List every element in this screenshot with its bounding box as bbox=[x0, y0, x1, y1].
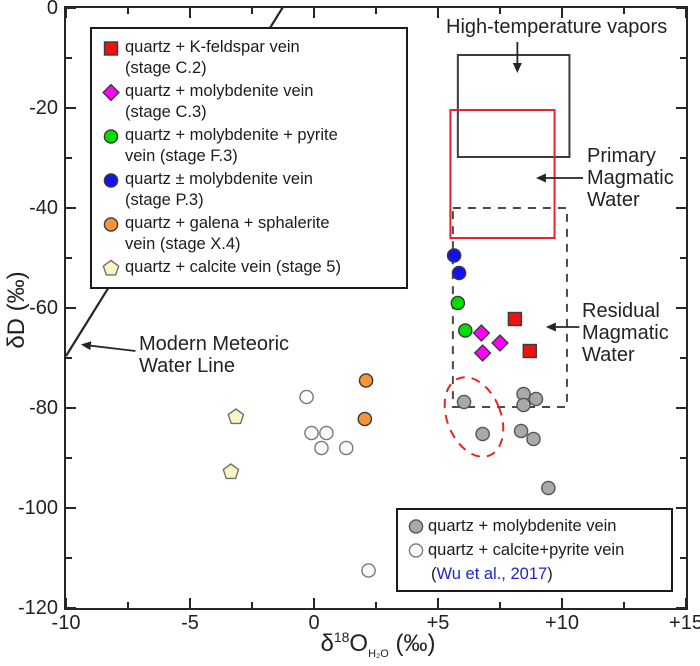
data-point bbox=[456, 394, 472, 410]
circle-marker-icon bbox=[408, 519, 424, 534]
data-point bbox=[361, 563, 376, 578]
legend-wu-2017: quartz + molybdenite vein quartz + calcit… bbox=[396, 508, 673, 592]
legend-item-label: quartz ± molybdenite vein (stage P.3) bbox=[125, 170, 313, 209]
legend-item-label: quartz + molybdenite vein bbox=[428, 517, 617, 535]
primary-magmatic-water-box bbox=[449, 109, 556, 239]
primary-arrow-head-icon bbox=[535, 173, 546, 183]
data-point bbox=[472, 324, 491, 342]
pentagon-marker-icon bbox=[102, 259, 120, 276]
y-tick-label: 0 bbox=[46, 0, 58, 19]
x-axis-title: δ18OH₂O (‰) bbox=[320, 629, 436, 660]
y-tick-label: -20 bbox=[29, 97, 58, 119]
legend-item: quartz + K-feldspar vein (stage C.2) bbox=[100, 37, 400, 79]
circle-marker-icon bbox=[408, 543, 424, 558]
data-point bbox=[357, 411, 373, 427]
x-tick-label: +5 bbox=[426, 612, 450, 634]
data-point bbox=[522, 343, 537, 359]
residual-magmatic-water-label: Residual Magmatic Water bbox=[582, 300, 669, 366]
data-point bbox=[528, 391, 544, 407]
meteoric-arrow bbox=[90, 344, 136, 352]
y-tick-label: -80 bbox=[29, 397, 58, 419]
square-marker-icon bbox=[103, 41, 119, 56]
diamond-marker-icon bbox=[102, 83, 120, 102]
y-tick-label: -100 bbox=[17, 497, 58, 519]
primary-magmatic-water-label: Primary Magmatic Water bbox=[587, 145, 674, 211]
legend-item-label: quartz + molybdenite + pyrite vein (stage… bbox=[125, 126, 338, 165]
x-tick-label: -10 bbox=[51, 612, 81, 634]
circle-marker-icon bbox=[103, 129, 119, 144]
meteoric-arrow-head-icon bbox=[80, 341, 92, 351]
data-point bbox=[450, 295, 466, 311]
data-point bbox=[451, 265, 467, 281]
citation-wu-2017: (Wu et al., 2017) bbox=[431, 565, 553, 583]
data-point bbox=[526, 431, 541, 447]
data-point bbox=[222, 463, 240, 480]
data-point bbox=[457, 323, 473, 338]
legend-item: quartz + molybdenite vein (stage C.3) bbox=[100, 81, 400, 123]
x-tick-label: -5 bbox=[181, 612, 199, 634]
highlight-ellipse bbox=[443, 376, 505, 458]
legend-item: quartz + molybdenite vein bbox=[405, 515, 665, 537]
legend-item: quartz + molybdenite + pyrite vein (stage… bbox=[100, 125, 400, 167]
residual-arrow-head-icon bbox=[545, 322, 556, 332]
legend-item-label: quartz + K-feldspar vein (stage C.2) bbox=[125, 38, 300, 77]
high-temperature-vapors-box bbox=[456, 54, 571, 158]
data-point bbox=[319, 425, 334, 441]
legend-item-label: quartz + calcite vein (stage 5) bbox=[125, 258, 341, 276]
legend-item-label: quartz + calcite+pyrite vein bbox=[428, 541, 625, 559]
data-point bbox=[475, 426, 490, 442]
data-point bbox=[446, 248, 462, 263]
legend-item: quartz + calcite+pyrite vein bbox=[405, 539, 665, 561]
data-point bbox=[314, 440, 329, 456]
plot-svg bbox=[66, 8, 686, 608]
high-temperature-vapors-label: High-temperature vapors bbox=[446, 16, 668, 38]
legend-item: quartz + calcite vein (stage 5) bbox=[100, 257, 400, 279]
legend-item: quartz ± molybdenite vein (stage P.3) bbox=[100, 169, 400, 211]
circle-marker-icon bbox=[408, 519, 424, 534]
x-tick-label: +10 bbox=[545, 612, 579, 634]
circle-marker-icon bbox=[103, 129, 119, 144]
data-point bbox=[338, 440, 354, 456]
circle-marker-icon bbox=[103, 217, 119, 232]
x-tick-label: +15 bbox=[669, 612, 700, 634]
pentagon-marker-icon bbox=[102, 259, 120, 276]
data-point bbox=[358, 373, 374, 388]
circle-marker-icon bbox=[103, 173, 119, 188]
high-temp-arrow-head-icon bbox=[512, 63, 522, 73]
data-point bbox=[513, 423, 529, 439]
data-point bbox=[516, 397, 531, 413]
square-marker-icon bbox=[103, 41, 119, 56]
legend-item-label: quartz + galena + sphalerite vein (stage … bbox=[125, 214, 330, 253]
legend-vein-stages: quartz + K-feldspar vein (stage C.2) quart… bbox=[90, 27, 408, 289]
y-tick-label: -60 bbox=[29, 297, 58, 319]
data-point bbox=[299, 389, 314, 405]
data-point bbox=[227, 408, 245, 425]
plot-area: High-temperature vapors Primary Magmatic… bbox=[64, 6, 688, 610]
circle-marker-icon bbox=[103, 217, 119, 232]
legend-item: quartz + galena + sphalerite vein (stage … bbox=[100, 213, 400, 255]
y-tick-label: -120 bbox=[17, 597, 58, 619]
data-point bbox=[491, 334, 509, 352]
y-tick-label: -40 bbox=[29, 197, 58, 219]
circle-marker-icon bbox=[103, 173, 119, 188]
modern-meteoric-water-line-label: Modern Meteoric Water Line bbox=[139, 333, 290, 377]
x-tick-label: 0 bbox=[308, 612, 320, 634]
data-point bbox=[473, 344, 492, 362]
legend-item-label: quartz + molybdenite vein (stage C.3) bbox=[125, 82, 314, 121]
data-point bbox=[304, 425, 319, 441]
data-point bbox=[507, 311, 523, 327]
citation-link: Wu et al., 2017 bbox=[436, 565, 548, 583]
diamond-marker-icon bbox=[102, 83, 120, 102]
circle-marker-icon bbox=[408, 543, 424, 558]
data-point bbox=[541, 480, 556, 496]
